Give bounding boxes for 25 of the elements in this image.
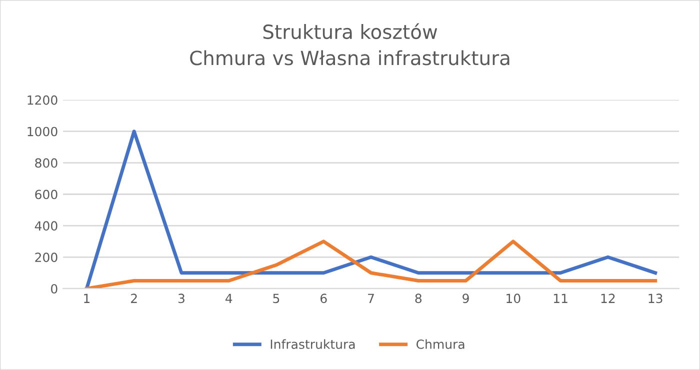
legend-label: Chmura: [416, 339, 464, 349]
x-tick-label: 11: [554, 294, 568, 303]
line-series: [84, 130, 658, 289]
x-tick-label: 10: [506, 294, 520, 304]
x-tick-label: 8: [415, 294, 422, 304]
x-tick-label: 3: [178, 294, 184, 304]
x-tick-label: 2: [131, 294, 137, 303]
x-tick-label: 12: [601, 294, 615, 303]
y-tick-label: 400: [34, 221, 58, 231]
chart-title: Struktura kosztów Chmura vs Własna infrastruktura: [190, 23, 510, 66]
y-tick-label: 200: [35, 252, 58, 262]
line-series: [84, 240, 658, 289]
x-tick-label: 6: [320, 294, 327, 304]
y-tick-label: 1000: [28, 126, 58, 136]
y-tick-label: 800: [35, 158, 58, 168]
x-tick-label: 7: [368, 294, 374, 303]
y-tick-label: 600: [35, 190, 58, 200]
x-tick-label: 5: [273, 294, 280, 304]
y-tick-label: 1200: [28, 95, 58, 105]
x-tick-label: 13: [648, 294, 662, 304]
legend-label: Infrastruktura: [270, 339, 355, 349]
x-tick-label: 4: [225, 294, 232, 303]
x-tick-label: 1: [84, 294, 90, 303]
x-tick-label: 9: [462, 294, 469, 304]
y-tick-label: 0: [51, 284, 58, 294]
